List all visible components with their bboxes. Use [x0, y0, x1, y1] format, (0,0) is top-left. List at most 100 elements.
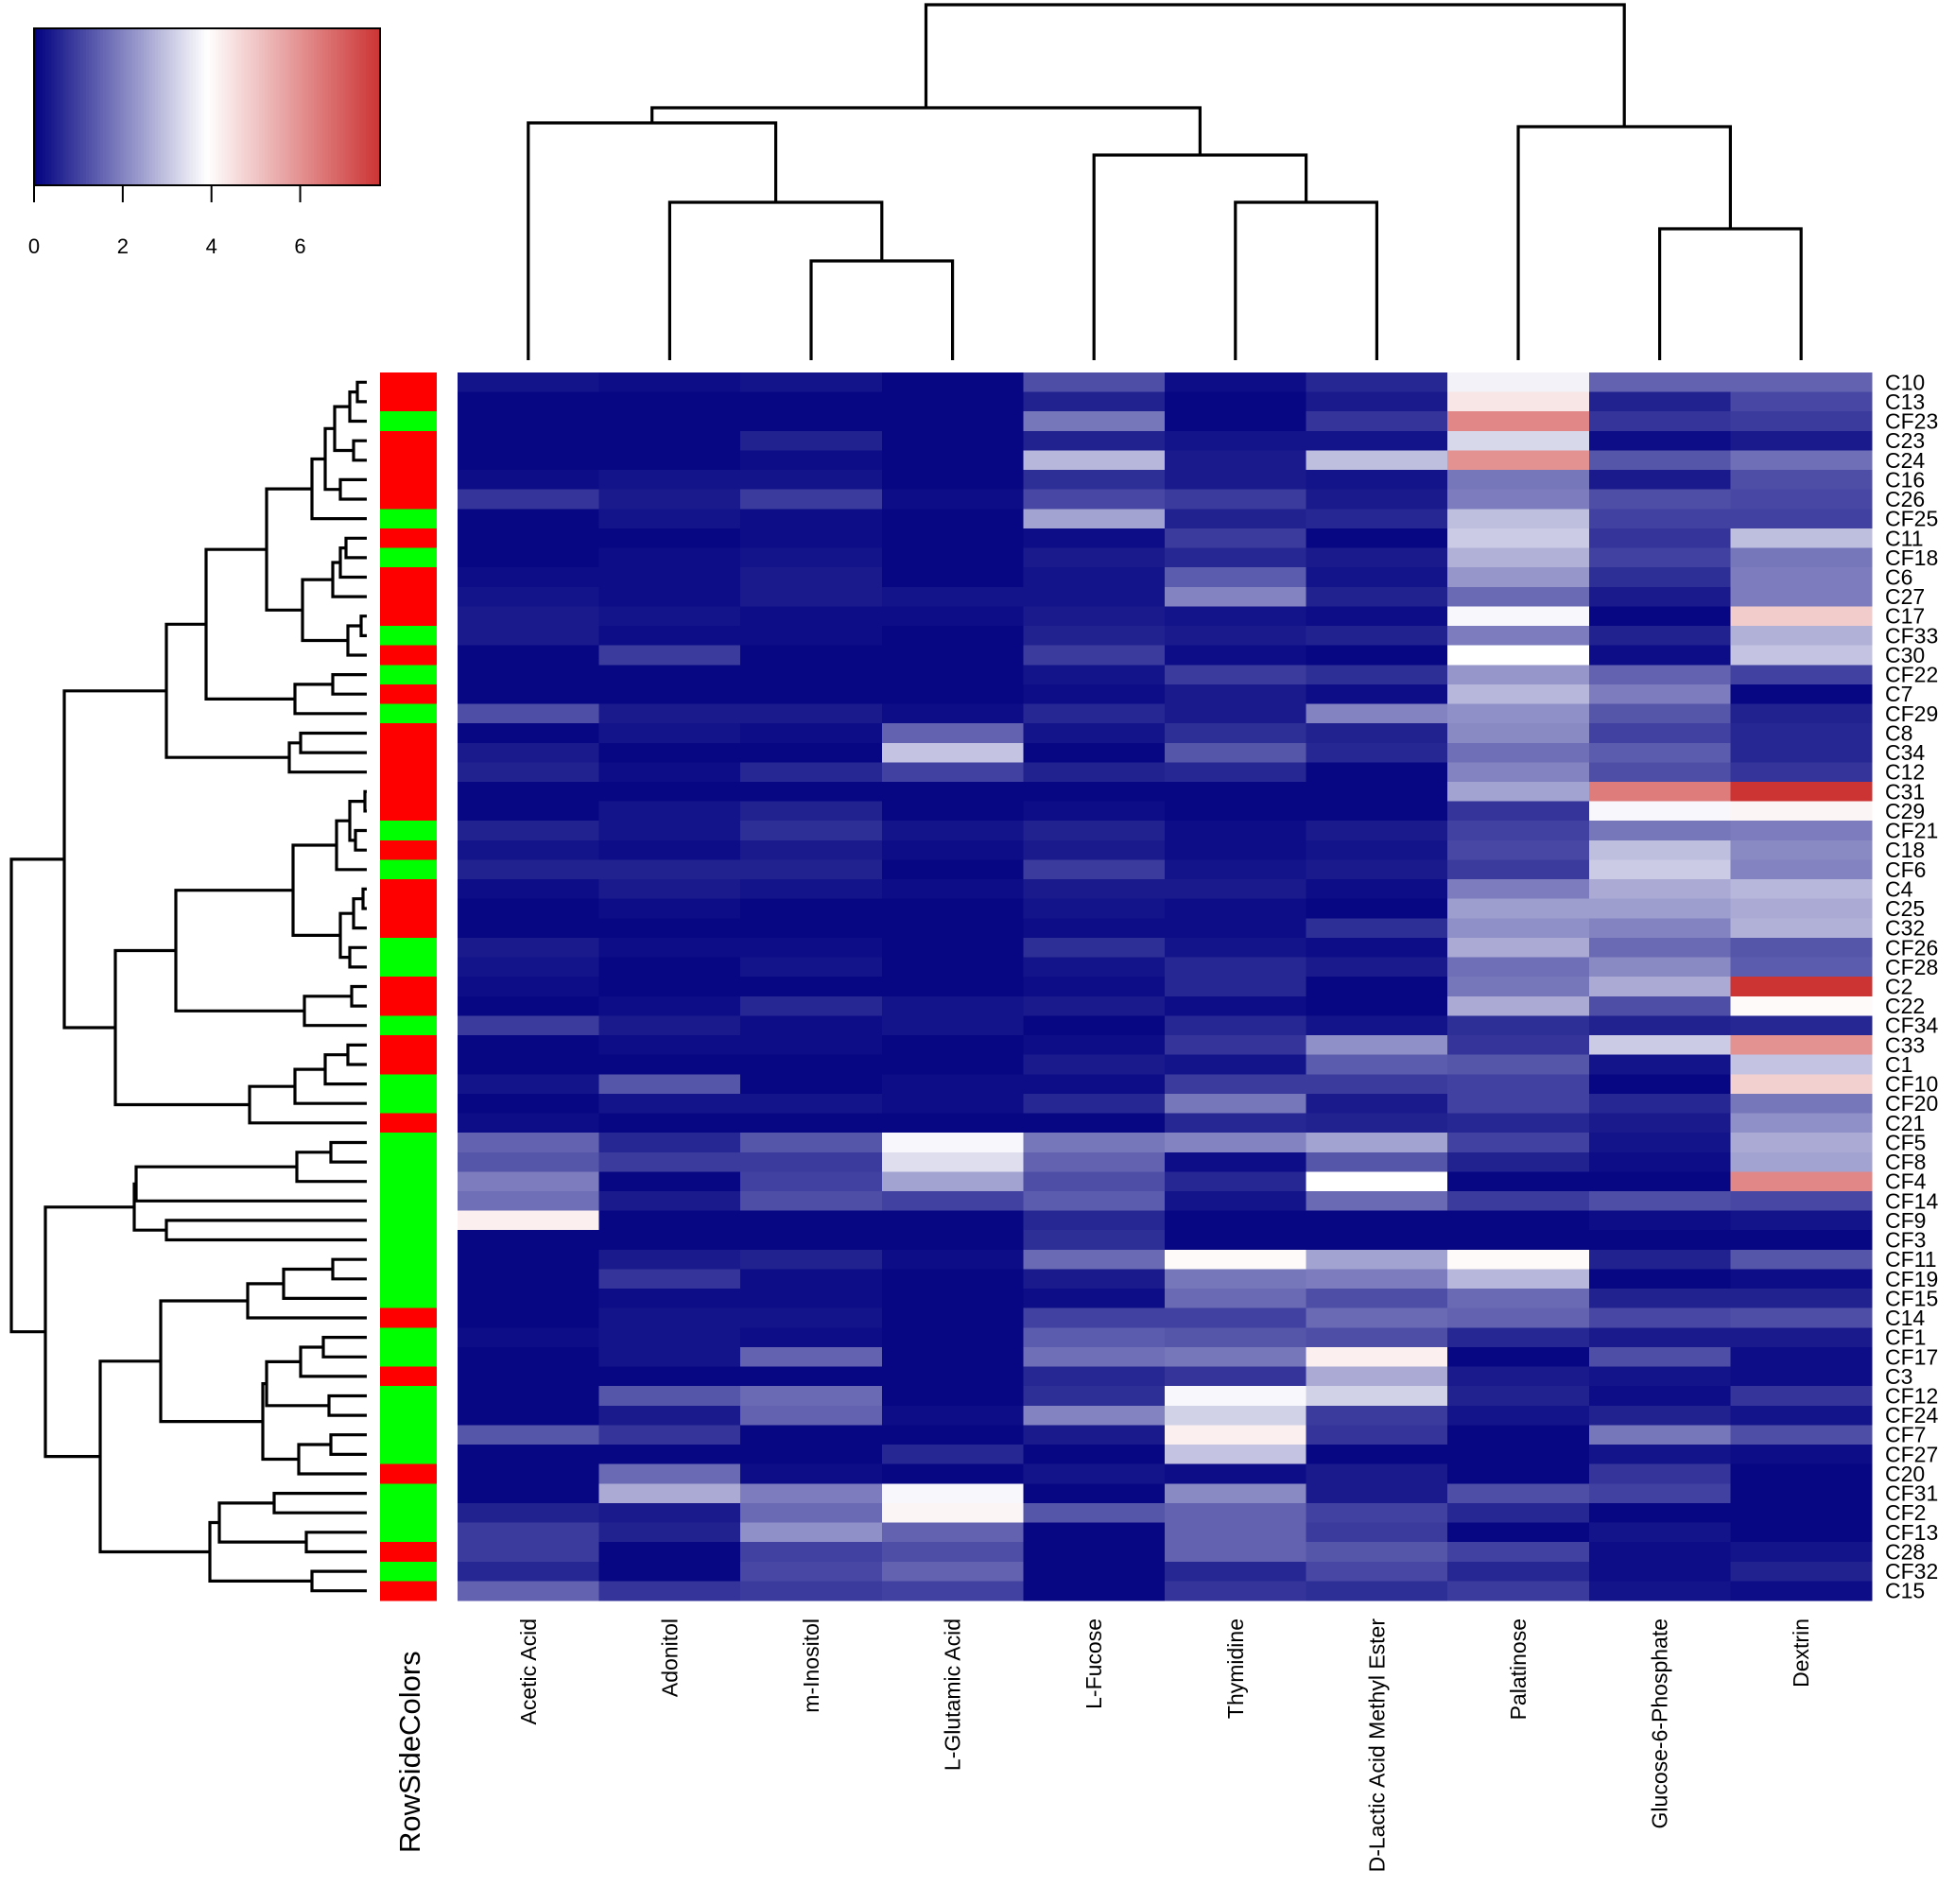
heatmap-cell: [1306, 1561, 1448, 1582]
column-label: Dextrin: [1789, 1618, 1813, 1688]
color-key-gradient-step: [376, 28, 381, 185]
row-label: C14: [1885, 1306, 1925, 1330]
heatmap-cell: [1165, 411, 1307, 432]
heatmap-cell: [1730, 723, 1873, 744]
heatmap-cell: [881, 762, 1024, 783]
heatmap-cell: [1306, 1386, 1448, 1407]
heatmap-cell: [881, 977, 1024, 997]
heatmap-cell: [1588, 489, 1731, 510]
row-label: CF33: [1885, 623, 1938, 648]
row-label: C23: [1885, 428, 1925, 453]
row-side-color-cell: [380, 742, 437, 763]
row-label: CF3: [1885, 1228, 1926, 1253]
heatmap-cell: [458, 723, 600, 744]
row-side-color-cell: [380, 645, 437, 666]
heatmap-cell: [1023, 742, 1166, 763]
color-key-gradient-step: [213, 28, 216, 185]
heatmap-cell: [1730, 1561, 1873, 1582]
heatmap-cell: [1165, 821, 1307, 841]
heatmap-cell: [598, 665, 741, 685]
heatmap-cell: [1588, 606, 1731, 627]
color-key-tick-label: 4: [206, 234, 217, 258]
heatmap-cell: [1447, 1210, 1590, 1231]
heatmap-cell: [458, 1054, 600, 1075]
heatmap-cell: [458, 1483, 600, 1504]
heatmap-cell: [598, 898, 741, 919]
row-side-color-cell: [380, 665, 437, 685]
heatmap-cell: [881, 1445, 1024, 1465]
color-key-gradient-step: [270, 28, 274, 185]
heatmap-cell: [1306, 1542, 1448, 1563]
heatmap-cell: [458, 937, 600, 959]
heatmap-cell: [740, 606, 883, 627]
heatmap-cell: [1588, 762, 1731, 783]
row-label: C29: [1885, 799, 1925, 823]
heatmap-cell: [1306, 1581, 1448, 1601]
row-side-color-cell: [380, 1463, 437, 1484]
row-label: CF15: [1885, 1286, 1938, 1310]
heatmap-cell: [740, 547, 883, 568]
heatmap-cell: [881, 723, 1024, 744]
heatmap-cell: [1447, 1133, 1590, 1153]
color-key-gradient-step: [302, 28, 306, 185]
row-label: C11: [1885, 526, 1924, 550]
heatmap-cell: [598, 1307, 741, 1328]
row-label: C15: [1885, 1579, 1925, 1603]
heatmap-cell: [1447, 703, 1590, 724]
heatmap-cell: [1306, 742, 1448, 763]
color-key-gradient-step: [339, 28, 343, 185]
row-dendrogram-branch: [208, 1520, 312, 1583]
row-dendrogram-branch: [348, 800, 365, 842]
column-dendrogram-branch: [650, 106, 1202, 155]
color-key-gradient-step: [65, 28, 70, 185]
heatmap-cell: [1730, 839, 1873, 861]
row-dendrogram-branch: [335, 819, 367, 872]
heatmap-cell: [1023, 1191, 1166, 1212]
row-dendrogram-branch: [331, 561, 367, 598]
heatmap-cell: [1306, 1171, 1448, 1192]
row-label: CF21: [1885, 819, 1938, 843]
heatmap-cell: [740, 918, 883, 939]
row-label: CF1: [1885, 1325, 1926, 1350]
heatmap-cell: [458, 645, 600, 666]
heatmap-cell: [881, 411, 1024, 432]
heatmap-cell: [598, 1093, 741, 1115]
heatmap-cell: [598, 1483, 741, 1504]
color-key-gradient-step: [68, 28, 73, 185]
heatmap-cell: [1023, 859, 1166, 880]
row-side-color-cell: [380, 1074, 437, 1095]
heatmap-cell: [1023, 1483, 1166, 1504]
heatmap-cell: [1730, 782, 1873, 803]
column-dendrogram: [527, 3, 1803, 360]
heatmap-cell: [1306, 1093, 1448, 1115]
row-dendrogram-branch: [331, 1257, 367, 1281]
color-key-gradient-step: [166, 28, 170, 185]
heatmap-cell: [1306, 665, 1448, 685]
heatmap-cell: [1730, 1502, 1873, 1524]
heatmap-cell: [1588, 547, 1731, 568]
column-dendrogram-branch: [1234, 200, 1378, 360]
row-label: CF32: [1885, 1559, 1938, 1584]
heatmap-cell: [1447, 1093, 1590, 1115]
heatmap-cell: [1588, 1346, 1731, 1368]
row-label: C33: [1885, 1032, 1925, 1057]
heatmap-cell: [881, 1581, 1024, 1601]
heatmap-cell: [881, 742, 1024, 763]
row-side-color-cell: [380, 411, 437, 432]
column-label: Palatinose: [1506, 1618, 1531, 1720]
heatmap-cell: [740, 762, 883, 783]
row-side-color-cell: [380, 821, 437, 841]
heatmap-cell: [1023, 977, 1166, 997]
heatmap-cell: [1447, 1445, 1590, 1465]
heatmap-cell: [458, 509, 600, 529]
heatmap-cell: [881, 665, 1024, 685]
heatmap-cell: [740, 665, 883, 685]
heatmap-cell: [598, 1113, 741, 1134]
color-key-gradient-step: [241, 28, 246, 185]
color-key-gradient-step: [221, 28, 225, 185]
heatmap-cell: [1165, 1405, 1307, 1427]
heatmap-cell: [1165, 1133, 1307, 1153]
heatmap-cell: [1306, 821, 1448, 841]
heatmap-cell: [881, 839, 1024, 861]
heatmap-cell: [1023, 430, 1166, 452]
